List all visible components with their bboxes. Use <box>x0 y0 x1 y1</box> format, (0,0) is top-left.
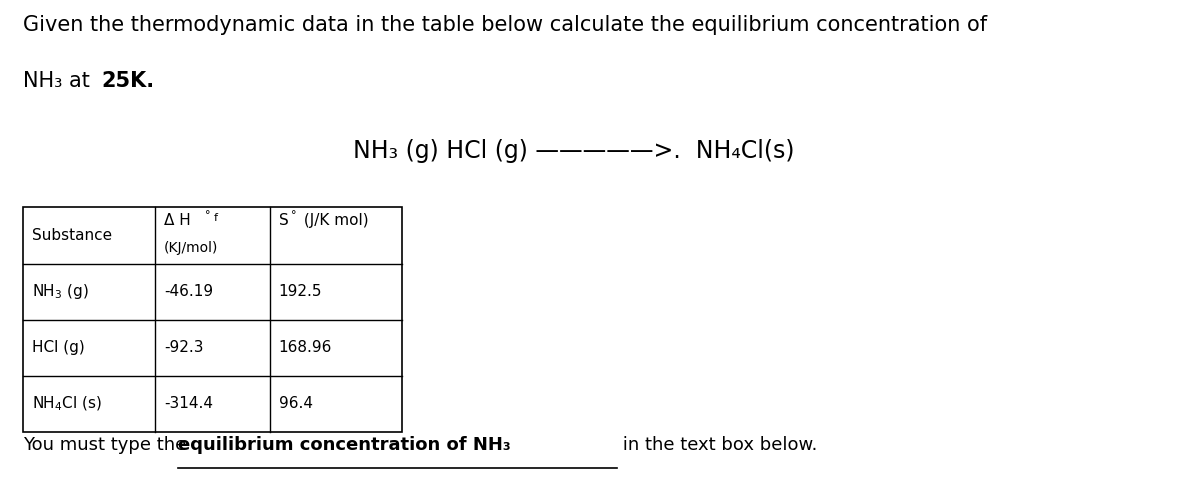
Text: 168.96: 168.96 <box>278 340 332 355</box>
Text: °: ° <box>205 210 211 220</box>
Text: S: S <box>278 213 288 228</box>
Text: NH$_4$Cl (s): NH$_4$Cl (s) <box>32 395 102 413</box>
Text: -314.4: -314.4 <box>164 396 214 411</box>
Text: NH₃ (g) HCl (g) —————>.  NH₄Cl(s): NH₃ (g) HCl (g) —————>. NH₄Cl(s) <box>353 139 794 163</box>
Text: 192.5: 192.5 <box>278 284 323 299</box>
Text: °: ° <box>292 210 296 220</box>
Text: -46.19: -46.19 <box>164 284 214 299</box>
Text: f: f <box>214 213 217 223</box>
Text: 96.4: 96.4 <box>278 396 313 411</box>
Text: in the text box below.: in the text box below. <box>617 436 817 454</box>
Text: HCl (g): HCl (g) <box>32 340 85 355</box>
Text: (J/K mol): (J/K mol) <box>300 213 370 228</box>
Text: Δ H: Δ H <box>164 213 191 228</box>
Text: -92.3: -92.3 <box>164 340 204 355</box>
Text: 25K.: 25K. <box>101 71 154 91</box>
Text: Given the thermodynamic data in the table below calculate the equilibrium concen: Given the thermodynamic data in the tabl… <box>23 15 988 35</box>
FancyBboxPatch shape <box>23 207 402 432</box>
Text: (KJ/mol): (KJ/mol) <box>164 241 218 255</box>
Text: NH₃ at: NH₃ at <box>23 71 96 91</box>
Text: Substance: Substance <box>32 228 113 243</box>
Text: NH$_3$ (g): NH$_3$ (g) <box>32 282 89 301</box>
Text: You must type the: You must type the <box>23 436 192 454</box>
Text: equilibrium concentration of NH₃: equilibrium concentration of NH₃ <box>178 436 510 454</box>
